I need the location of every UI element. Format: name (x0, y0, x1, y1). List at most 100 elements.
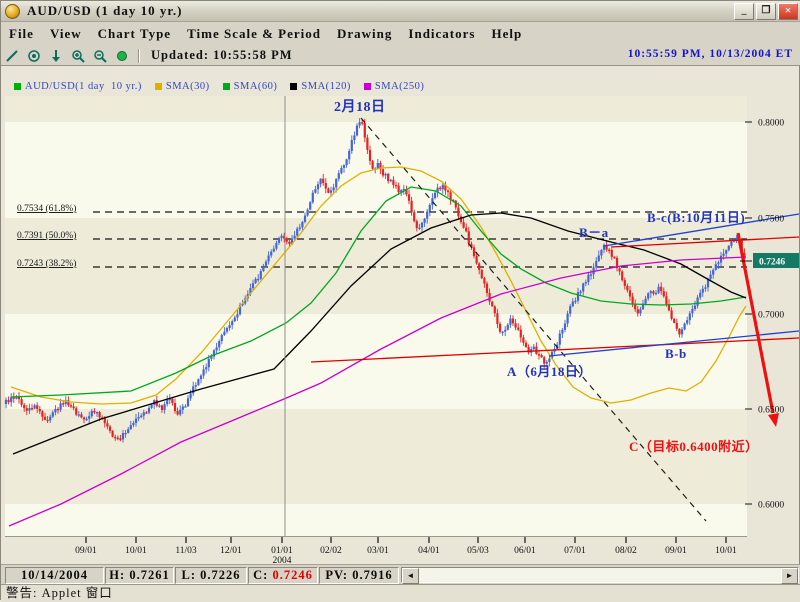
scrollbar-track[interactable] (418, 568, 782, 582)
crosshair-button[interactable] (23, 48, 45, 64)
scroll-left-button[interactable]: ◄ (402, 568, 419, 584)
menu-item-view[interactable]: View (49, 26, 82, 41)
svg-text:0.7534 (61.8%): 0.7534 (61.8%) (17, 203, 76, 214)
menu-item-indicators[interactable]: Indicators (408, 26, 476, 41)
scroll-right-button[interactable]: ► (781, 568, 798, 584)
chart-horizontal-scrollbar[interactable]: ◄ ► (401, 567, 799, 584)
sma-line (10, 186, 747, 398)
legend-label: SMA(250) (374, 80, 425, 92)
applet-warning-bar: 警告: Applet 窗口 (1, 584, 800, 602)
zoom-in-button[interactable] (67, 48, 89, 64)
fibonacci-levels: 0.7534 (61.8%) 0.7391 (50.0%) 0.7243 (38.2… (17, 203, 747, 269)
svg-text:11/03: 11/03 (175, 546, 197, 556)
legend-item: SMA(30) (154, 80, 210, 92)
status-l: L: 0.7226 (175, 567, 247, 584)
close-button[interactable]: × (778, 3, 798, 20)
svg-text:A（6月18日）: A（6月18日） (507, 364, 592, 379)
current-price-badge (753, 253, 799, 268)
minimize-button[interactable]: _ (734, 3, 754, 20)
status-c: C: 0.7246 (248, 567, 318, 584)
crosshair-icon (28, 49, 40, 62)
legend-swatch-icon (222, 82, 230, 90)
legend-item: SMA(250) (363, 80, 425, 92)
svg-text:0.6500: 0.6500 (758, 406, 784, 416)
sma-line (8, 256, 747, 527)
status-h: H: 0.7261 (105, 567, 174, 584)
down-arrow-icon (52, 49, 60, 62)
legend-swatch-icon (14, 82, 21, 90)
toolbar: Updated: 10:55:58 PM 10:55:59 PM, 10/13/… (1, 46, 800, 66)
app-icon (5, 3, 20, 19)
applet-warning-text: 警告: Applet 窗口 (6, 586, 113, 600)
down-arrow-button[interactable] (45, 48, 67, 64)
svg-text:10/01: 10/01 (715, 546, 737, 556)
legend-item: SMA(60) (222, 81, 278, 92)
svg-text:0.8000: 0.8000 (758, 119, 784, 129)
green-ball-icon (117, 50, 127, 61)
svg-text:2月18日: 2月18日 (334, 99, 386, 115)
svg-text:08/02: 08/02 (615, 546, 637, 556)
toolbar-separator (138, 48, 140, 63)
menu-item-help[interactable]: Help (491, 26, 523, 41)
projection-arrow (736, 232, 779, 427)
legend-item: SMA(120) (290, 81, 351, 92)
status-pv: PV: 0.7916 (319, 567, 399, 584)
legend-label: SMA(30) (165, 80, 210, 92)
svg-text:07/01: 07/01 (564, 546, 586, 556)
line-tool-icon (6, 49, 18, 62)
legend-label: SMA(120) (301, 80, 351, 92)
line-tool-button[interactable] (1, 48, 23, 64)
svg-text:0.6000: 0.6000 (758, 501, 784, 511)
updated-timestamp: Updated: 10:55:58 PM (151, 48, 293, 62)
svg-text:12/01: 12/01 (220, 546, 242, 556)
svg-text:04/01: 04/01 (418, 546, 440, 556)
svg-text:0.7243 (38.2%): 0.7243 (38.2%) (17, 258, 76, 269)
svg-text:0.7000: 0.7000 (758, 311, 784, 321)
x-axis: 09/01 10/01 11/03 12/01 01/01 02/02 03/01 04/01… (75, 537, 737, 564)
svg-text:B-b: B-b (665, 346, 687, 361)
svg-text:2004: 2004 (273, 556, 292, 564)
legend-swatch-icon (154, 82, 162, 90)
menu-item-file[interactable]: File (9, 26, 34, 41)
status-ball-button[interactable] (111, 48, 133, 64)
svg-text:10/01: 10/01 (125, 546, 147, 556)
svg-text:0.7246: 0.7246 (759, 258, 785, 268)
zoom-in-icon (72, 49, 85, 63)
zoom-out-icon (94, 49, 107, 63)
svg-text:03/01: 03/01 (367, 546, 389, 556)
svg-text:09/01: 09/01 (665, 546, 687, 556)
menu-item-chart-type[interactable]: Chart Type (97, 26, 172, 41)
svg-text:0.7391 (50.0%): 0.7391 (50.0%) (17, 230, 76, 241)
svg-text:02/02: 02/02 (320, 546, 342, 556)
zoom-out-button[interactable] (89, 48, 111, 64)
svg-text:06/01: 06/01 (514, 546, 536, 556)
legend-swatch-icon (290, 82, 298, 90)
trend-lines (284, 96, 800, 536)
price-bands (5, 96, 747, 537)
window-title: AUD/USD (1 day 10 yr.) (27, 3, 183, 18)
sma-overlays (8, 166, 747, 527)
menu-item-time-scale-period[interactable]: Time Scale & Period (187, 26, 322, 41)
svg-text:B-c(B:10月11日): B-c(B:10月11日) (647, 210, 745, 225)
legend-swatch-icon (363, 82, 371, 90)
exchange-clock: 10:55:59 PM, 10/13/2004 ET (627, 48, 793, 60)
legend-item: AUD/USD(1 day 10 yr.) (14, 81, 142, 92)
status-date: 10/14/2004 (5, 567, 104, 584)
sma-line (10, 166, 747, 405)
chart-annotations: 2月18日 B－a B-c(B:10月11日) B-b A（6月18日） C（目标0.64… (334, 99, 759, 454)
chart-legend: AUD/USD(1 day 10 yr.) SMA(30) SMA(60) SMA(1… (14, 79, 437, 93)
legend-label: AUD/USD(1 day 10 yr.) (25, 80, 142, 92)
svg-text:05/03: 05/03 (467, 546, 489, 556)
status-bar: 10/14/2004 H: 0.7261 L: 0.7226 C: 0.7246 PV:… (1, 564, 800, 585)
svg-text:01/01: 01/01 (271, 546, 293, 556)
restore-button[interactable]: ❒ (756, 3, 776, 20)
menu-item-drawing[interactable]: Drawing (337, 26, 393, 41)
svg-text:C（目标0.6400附近）: C（目标0.6400附近） (629, 439, 759, 454)
svg-text:09/01: 09/01 (75, 546, 97, 556)
title-bar: AUD/USD (1 day 10 yr.) _ ❒ × (1, 1, 800, 22)
sma-line (12, 212, 747, 455)
price-chart[interactable]: 0.7534 (61.8%) 0.7391 (50.0%) 0.7243 (38.2… (1, 96, 800, 564)
svg-text:0.7500: 0.7500 (758, 215, 784, 225)
svg-text:B－a: B－a (579, 225, 609, 240)
